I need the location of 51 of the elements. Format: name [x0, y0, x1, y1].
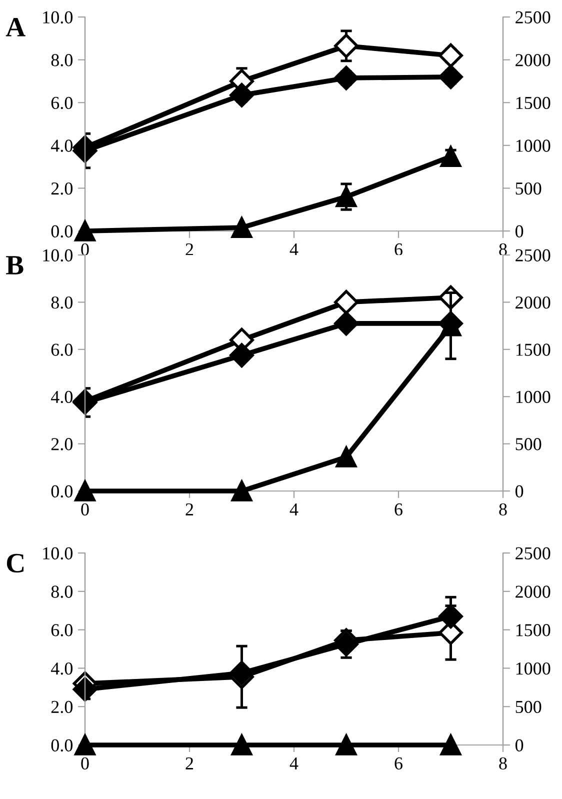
y-tick-label: 6.0: [51, 624, 73, 636]
y-tick-label: 0.0: [51, 485, 73, 498]
y2-tick-label: 2500: [516, 249, 550, 262]
y2-tick-label: 500: [516, 700, 542, 714]
y2-tick-label: 1500: [516, 344, 550, 356]
y2-tick-label: 2500: [516, 547, 550, 560]
y2-tick-label: 2000: [516, 296, 550, 309]
chart-title: B: [6, 256, 24, 274]
x-tick-label: 6: [394, 243, 402, 256]
y2-tick-label: 1500: [516, 96, 550, 110]
y-tick-label: 6.0: [51, 96, 73, 110]
y-tick-label: 4.0: [50, 390, 73, 404]
y2-tick-label: 1000: [516, 662, 550, 675]
y2-tick-label: 1000: [516, 140, 550, 152]
x-tick-label: 2: [186, 757, 194, 770]
y2-tick-label: 2000: [516, 54, 550, 66]
y-tick-label: 2.0: [51, 700, 73, 714]
y2-tick-label: 500: [516, 438, 542, 450]
y-tick-label: 8.0: [51, 586, 73, 598]
x-tick-label: 0: [81, 757, 89, 770]
x-tick-label: 2: [186, 503, 194, 516]
y2-tick-label: 0: [515, 485, 524, 498]
chart-title: A: [6, 18, 26, 36]
x-tick-label: 0: [81, 503, 89, 516]
x-tick-label: 8: [499, 757, 507, 770]
y-tick-label: 0.0: [51, 225, 73, 238]
y-tick-label: 8.0: [51, 54, 73, 66]
y-tick-label: 8.0: [51, 296, 73, 309]
y2-tick-label: 0: [515, 739, 524, 752]
y2-tick-label: 1000: [516, 390, 550, 404]
x-tick-label: 4: [290, 243, 298, 256]
x-tick-label: 4: [290, 503, 298, 516]
x-tick-label: 8: [499, 503, 507, 516]
y2-tick-label: 2000: [516, 586, 550, 598]
y2-tick-label: 0: [515, 225, 524, 238]
y2-tick-label: 500: [516, 182, 542, 195]
x-tick-label: 4: [290, 757, 298, 770]
y-tick-label: 10.0: [43, 11, 73, 24]
y-tick-label: 2.0: [51, 438, 73, 450]
y-tick-label: 2.0: [51, 182, 73, 195]
y-tick-label: 6.0: [51, 344, 73, 356]
y-tick-label: 4.0: [50, 662, 73, 675]
y-tick-label: 10.0: [43, 249, 73, 262]
x-tick-label: 6: [394, 503, 402, 516]
y-tick-label: 4.0: [50, 140, 73, 152]
y-tick-label: 10.0: [43, 547, 73, 560]
y2-tick-label: 2500: [516, 11, 550, 24]
y-tick-label: 0.0: [51, 739, 73, 752]
x-tick-label: 6: [394, 757, 402, 770]
chart-title: C: [6, 554, 24, 573]
y2-tick-label: 1500: [516, 624, 550, 636]
